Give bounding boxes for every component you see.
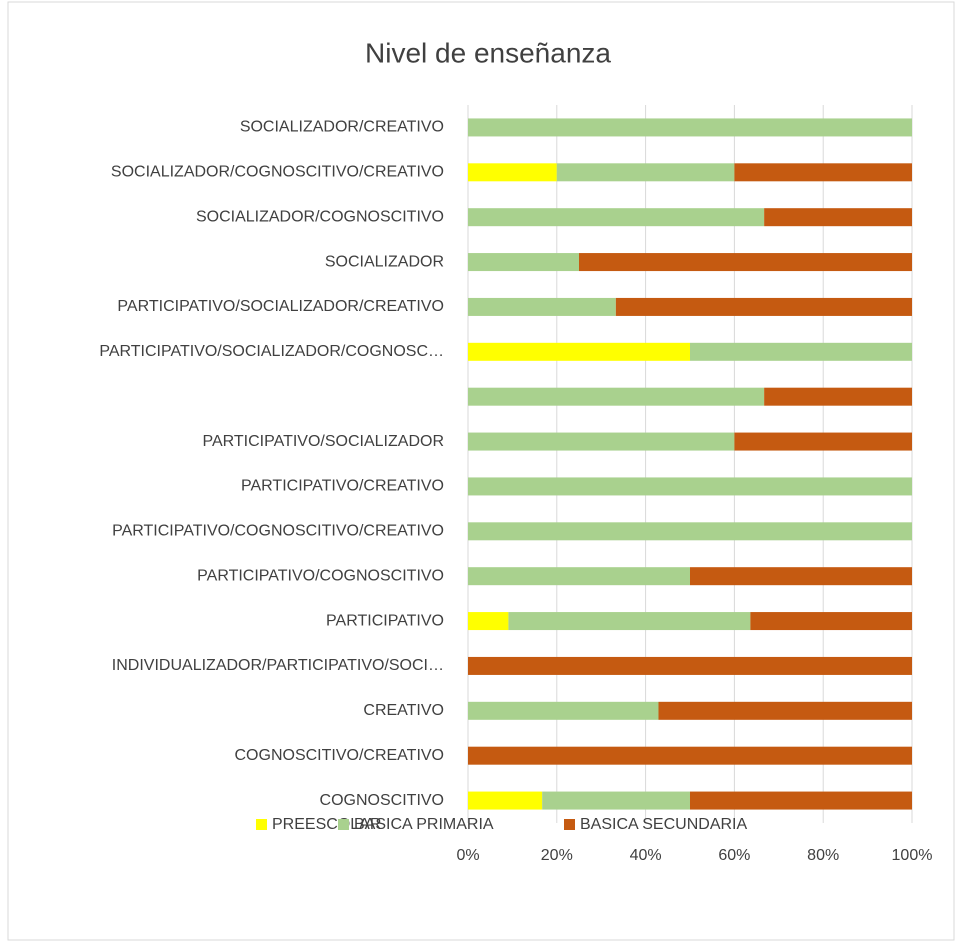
bar-segment <box>690 791 912 810</box>
bar-segment <box>468 656 912 675</box>
x-tick-label: 60% <box>718 847 750 864</box>
bar-segment <box>468 477 912 496</box>
x-tick-label: 80% <box>807 847 839 864</box>
y-tick-label: PARTICIPATIVO/CREATIVO <box>241 478 444 495</box>
bar-segment <box>556 163 735 182</box>
bar-segment <box>468 208 765 227</box>
bar-segment <box>690 567 912 586</box>
bar-segment <box>468 253 579 272</box>
y-tick-label: PARTICIPATIVO/SOCIALIZADOR/CREATIVO <box>117 298 444 315</box>
y-tick-label: PARTICIPATIVO <box>326 612 444 629</box>
x-tick-label: 0% <box>456 847 479 864</box>
x-tick-label: 100% <box>892 847 933 864</box>
bar-segment <box>690 342 912 361</box>
y-tick-label: SOCIALIZADOR/CREATIVO <box>240 119 444 136</box>
legend-label: BASICA SECUNDARIA <box>580 816 747 833</box>
bar-segment <box>542 791 690 810</box>
bar-segment <box>764 208 912 227</box>
y-tick-label: PARTICIPATIVO/SOCIALIZADOR/COGNOSC… <box>99 343 444 360</box>
bar-segment <box>750 612 912 631</box>
legend-swatch <box>564 819 575 830</box>
y-tick-label: SOCIALIZADOR/COGNOSCITIVO/CREATIVO <box>111 164 444 181</box>
bar-segment <box>468 612 509 631</box>
bar-segment <box>468 746 912 765</box>
bar-segment <box>468 791 543 810</box>
chart-border <box>7 1 955 941</box>
legend-label: BASICA PRIMARIA <box>354 816 494 833</box>
legend-label: PREESCOLAR <box>272 816 381 833</box>
legend-swatch <box>338 819 349 830</box>
bar-segment <box>468 522 912 541</box>
bar-segment <box>468 118 912 137</box>
y-tick-label: PARTICIPATIVO/COGNOSCITIVO <box>197 567 444 584</box>
y-tick-label: SOCIALIZADOR <box>325 253 444 270</box>
bar-segment <box>508 612 751 631</box>
y-tick-label: SOCIALIZADOR/COGNOSCITIVO <box>196 208 444 225</box>
bar-segment <box>468 163 557 182</box>
y-tick-label: CREATIVO <box>363 702 444 719</box>
y-tick-label: PARTICIPATIVO/COGNOSCITIVO/CREATIVO <box>112 523 444 540</box>
x-tick-label: 40% <box>630 847 662 864</box>
bar-segment <box>734 163 912 182</box>
bar-segment <box>579 253 912 272</box>
legend-swatch <box>256 819 267 830</box>
y-tick-label: PARTICIPATIVO/SOCIALIZADOR <box>202 433 444 450</box>
bar-segment <box>468 567 690 586</box>
chart-title: Nivel de enseñanza <box>365 37 611 68</box>
bar-segment <box>615 297 912 316</box>
x-tick-label: 20% <box>541 847 573 864</box>
y-tick-label: INDIVIDUALIZADOR/PARTICIPATIVO/SOCI… <box>112 657 444 674</box>
bar-segment <box>734 432 912 451</box>
bar-segment <box>468 342 690 361</box>
bar-segment <box>764 387 912 406</box>
bar-segment <box>468 297 616 316</box>
bar-segment <box>468 387 765 406</box>
bar-segment <box>658 701 912 720</box>
y-tick-label: COGNOSCITIVO <box>320 792 444 809</box>
y-tick-label: COGNOSCITIVO/CREATIVO <box>235 747 445 764</box>
bar-segment <box>468 432 735 451</box>
bar-segment <box>468 701 659 720</box>
